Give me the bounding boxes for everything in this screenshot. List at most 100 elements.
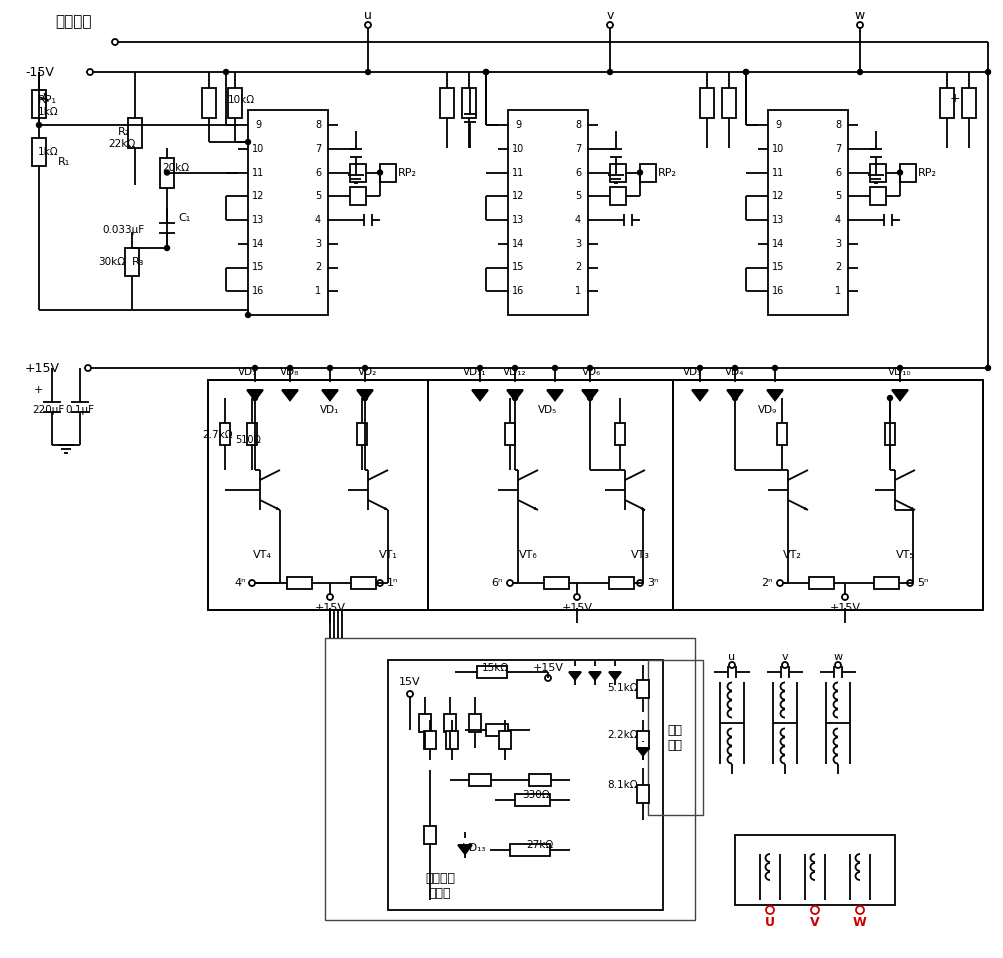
Text: +15V: +15V [314, 603, 345, 613]
Text: 10: 10 [252, 144, 264, 153]
Bar [325, 638, 694, 920]
Text: 15V: 15V [399, 677, 420, 687]
Text: -15V: -15V [25, 65, 54, 79]
Bar [125, 248, 138, 276]
Text: 2: 2 [315, 262, 321, 272]
Bar [351, 577, 376, 589]
Bar [350, 187, 366, 205]
Bar [208, 380, 982, 610]
Text: 13: 13 [252, 215, 264, 225]
Text: VD₁₂: VD₁₂ [503, 367, 527, 377]
Bar [961, 88, 975, 118]
Polygon shape [569, 672, 581, 680]
Text: 5: 5 [315, 192, 321, 201]
Bar [127, 118, 141, 148]
Bar [468, 774, 490, 786]
Bar [767, 110, 848, 315]
Circle shape [164, 170, 170, 175]
Bar [387, 660, 662, 910]
Text: 8.1kΩ: 8.1kΩ [607, 780, 637, 790]
Text: 6ⁿ: 6ⁿ [490, 578, 503, 588]
Text: VD₅: VD₅ [538, 405, 557, 415]
Text: 5: 5 [834, 192, 841, 201]
Text: 10: 10 [771, 144, 783, 153]
Bar [699, 88, 713, 118]
Text: RP₂: RP₂ [917, 168, 936, 177]
Text: 5ⁿ: 5ⁿ [917, 578, 928, 588]
Circle shape [287, 366, 292, 371]
Text: 1ⁿ: 1ⁿ [387, 578, 398, 588]
Text: R₂: R₂ [118, 127, 130, 137]
Text: VT₆: VT₆ [519, 550, 537, 560]
Text: VD₆: VD₆ [582, 367, 601, 377]
Text: 16: 16 [771, 286, 783, 296]
Text: 2.7kΩ: 2.7kΩ [203, 430, 233, 440]
Text: 6: 6 [575, 168, 581, 177]
Polygon shape [471, 390, 487, 400]
Polygon shape [507, 390, 523, 400]
Text: 2ⁿ: 2ⁿ [760, 578, 772, 588]
Text: 10: 10 [512, 144, 524, 153]
Bar [647, 660, 702, 815]
Circle shape [512, 366, 517, 371]
Text: u: u [364, 9, 371, 21]
Polygon shape [534, 507, 538, 510]
Circle shape [607, 70, 612, 75]
Bar [247, 423, 257, 445]
Text: 0.1μF: 0.1μF [65, 405, 94, 415]
Bar [159, 158, 174, 188]
Text: 4ⁿ: 4ⁿ [234, 578, 246, 588]
Bar [350, 164, 366, 181]
Text: VD₁₀: VD₁₀ [888, 367, 911, 377]
Text: 7: 7 [575, 144, 581, 153]
Bar [248, 110, 328, 315]
Circle shape [897, 170, 902, 175]
Polygon shape [357, 390, 373, 400]
Text: 15: 15 [252, 262, 264, 272]
Bar [529, 774, 551, 786]
Bar [776, 423, 786, 445]
Bar [439, 88, 453, 118]
Text: 脉冲
封锁: 脉冲 封锁 [667, 724, 682, 752]
Circle shape [743, 70, 748, 75]
Bar [636, 731, 648, 749]
Bar [899, 164, 915, 181]
Text: 6: 6 [834, 168, 841, 177]
Circle shape [362, 396, 367, 400]
Text: v: v [781, 652, 787, 662]
Text: +15V: +15V [561, 603, 592, 613]
Text: RP₁: RP₁ [38, 95, 57, 105]
Bar [636, 679, 648, 697]
Text: 移相控制: 移相控制 [55, 14, 91, 30]
Text: 13: 13 [771, 215, 783, 225]
Text: R₁: R₁ [58, 157, 70, 167]
Bar [884, 423, 894, 445]
Polygon shape [322, 390, 338, 400]
Bar [939, 88, 953, 118]
Text: 6: 6 [315, 168, 321, 177]
Text: 10kΩ: 10kΩ [228, 95, 255, 105]
Text: VD₄: VD₄ [724, 367, 744, 377]
Bar [505, 423, 515, 445]
Text: C₁: C₁ [178, 213, 190, 223]
Bar [228, 88, 242, 118]
Circle shape [637, 170, 642, 175]
Circle shape [246, 312, 251, 317]
Text: 脉冲列调
制电路: 脉冲列调 制电路 [424, 872, 454, 900]
Circle shape [377, 170, 382, 175]
Text: 30kΩ: 30kΩ [98, 257, 125, 267]
Text: 3ⁿ: 3ⁿ [647, 578, 658, 588]
Text: 11: 11 [771, 168, 783, 177]
Polygon shape [247, 390, 263, 400]
Circle shape [512, 396, 517, 400]
Polygon shape [383, 507, 387, 510]
Text: 7: 7 [834, 144, 841, 153]
Text: VD₁: VD₁ [320, 405, 339, 415]
Circle shape [587, 366, 592, 371]
Bar [461, 88, 475, 118]
Circle shape [897, 366, 902, 371]
Bar [508, 110, 588, 315]
Text: 15kΩ: 15kΩ [480, 663, 509, 673]
Text: VT₄: VT₄ [253, 550, 271, 560]
Bar [427, 380, 672, 610]
